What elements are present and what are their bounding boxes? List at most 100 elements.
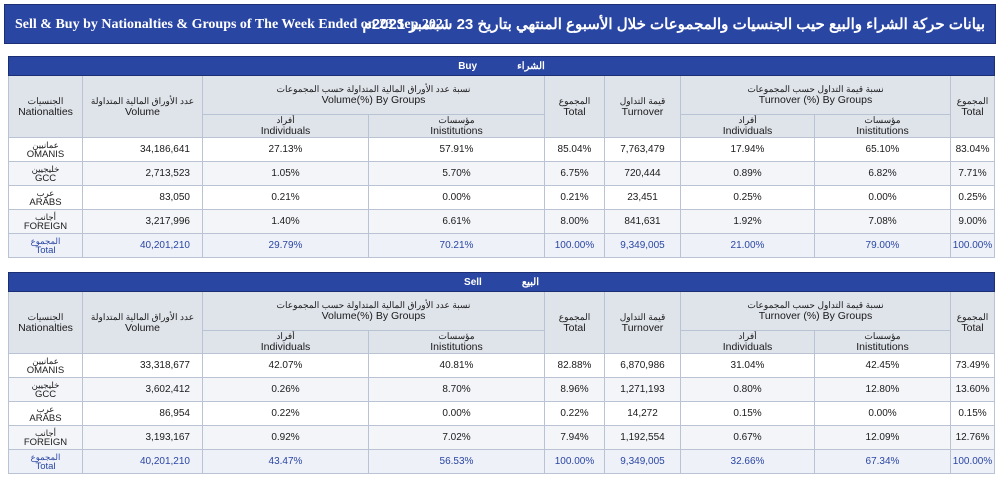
nationality-english: OMANIS — [26, 364, 65, 376]
turnover-individuals-cell: 17.94% — [680, 137, 815, 162]
header-volume-groups: نسبة عدد الأوراق المالية المتداولة حسب ا… — [202, 75, 545, 115]
nationality-arabic: عرب — [36, 403, 55, 414]
volume-individuals-cell: 0.92% — [202, 425, 369, 450]
sell-band: Sell البيع — [7, 272, 996, 292]
header-turnover-total: المجموع Total — [949, 291, 996, 354]
turnover-individuals-cell: 21.00% — [680, 233, 815, 258]
volume-institutions-cell: 7.02% — [368, 425, 545, 450]
report-title-arabic: بيانات حركة الشراء والبيع حيب الجنسيات و… — [362, 16, 985, 33]
header-turnover-individuals: أفراد Individuals — [680, 330, 815, 354]
header-volume-institutions: مؤسسات Inistitutions — [368, 330, 545, 354]
turnover-individuals-cell: 0.25% — [680, 185, 815, 210]
volume-institutions-cell: 6.61% — [368, 209, 545, 234]
nationality-cell: أجانب FOREIGN — [8, 209, 83, 234]
volume-cell: 3,217,996 — [82, 209, 203, 234]
header-volume-total: المجموع Total — [544, 75, 605, 138]
buy-label-english: Buy — [458, 60, 478, 72]
header-volume-groups: نسبة عدد الأوراق المالية المتداولة حسب ا… — [202, 291, 545, 331]
nationality-cell: عمانيين OMANIS — [8, 353, 83, 378]
nationality-arabic: عمانيين — [32, 355, 59, 366]
turnover-institutions-cell: 0.00% — [814, 401, 951, 426]
volume-individuals-cell: 0.26% — [202, 377, 369, 402]
sell-table-body: عمانيين OMANIS 33,318,677 42.07% 40.81% 82.88… — [8, 353, 996, 474]
turnover-cell: 23,451 — [604, 185, 681, 210]
turnover-institutions-cell: 12.09% — [814, 425, 951, 450]
turnover-total-cell: 100.00% — [949, 233, 996, 258]
volume-individuals-cell: 0.21% — [202, 185, 369, 210]
header-volume: عدد الأوراق المالية المتداولة Volume — [82, 291, 203, 354]
sell-table: Sell البيع الجنسيات Nationalties عدد الأور… — [7, 272, 996, 474]
sell-label-english: Sell — [464, 276, 482, 288]
volume-total-cell: 6.75% — [544, 161, 605, 186]
nationality-cell: خليجيين GCC — [8, 377, 83, 402]
turnover-institutions-cell: 79.00% — [814, 233, 951, 258]
volume-total-cell: 82.88% — [544, 353, 605, 378]
buy-section: Buy الشراء الجنسيات Nationalties عدد الأور… — [7, 56, 996, 258]
report-title-english: Sell & Buy by Nationalties & Groups of T… — [15, 17, 450, 32]
turnover-total-cell: 0.25% — [949, 185, 996, 210]
table-row: أجانب FOREIGN 3,217,996 1.40% 6.61% 8.00% 841,… — [8, 209, 996, 234]
header-turnover: قيمة التداول Turnover — [604, 75, 681, 138]
sell-section: Sell البيع الجنسيات Nationalties عدد الأور… — [7, 272, 996, 474]
volume-individuals-cell: 29.79% — [202, 233, 369, 258]
turnover-institutions-cell: 65.10% — [814, 137, 951, 162]
volume-institutions-cell: 70.21% — [368, 233, 545, 258]
nationality-cell: أجانب FOREIGN — [8, 425, 83, 450]
nationality-english: FOREIGN — [23, 220, 68, 232]
header-turnover-groups: نسبة قيمة التداول حسب المجموعات Turnover … — [680, 75, 951, 115]
nationality-english: Total — [35, 244, 56, 256]
turnover-individuals-cell: 0.67% — [680, 425, 815, 450]
header-nationalities: الجنسيات Nationalties — [8, 291, 83, 354]
volume-institutions-cell: 5.70% — [368, 161, 545, 186]
turnover-cell: 720,444 — [604, 161, 681, 186]
nationality-arabic: خليجيين — [31, 379, 60, 390]
nationality-english: ARABS — [29, 196, 62, 208]
report-title-bar: Sell & Buy by Nationalties & Groups of T… — [4, 4, 996, 44]
nationality-arabic: خليجيين — [31, 163, 60, 174]
volume-total-cell: 8.96% — [544, 377, 605, 402]
nationality-cell: خليجيين GCC — [8, 161, 83, 186]
volume-institutions-cell: 57.91% — [368, 137, 545, 162]
turnover-institutions-cell: 42.45% — [814, 353, 951, 378]
volume-cell: 83,050 — [82, 185, 203, 210]
turnover-individuals-cell: 1.92% — [680, 209, 815, 234]
nationality-english: ARABS — [29, 412, 62, 424]
volume-cell: 40,201,210 — [82, 233, 203, 258]
volume-cell: 3,602,412 — [82, 377, 203, 402]
turnover-total-cell: 83.04% — [949, 137, 996, 162]
buy-table-body: عمانيين OMANIS 34,186,641 27.13% 57.91% 85.04… — [8, 137, 996, 258]
header-volume-institutions: مؤسسات Inistitutions — [368, 114, 545, 138]
nationality-english: OMANIS — [26, 148, 65, 160]
turnover-cell: 6,870,986 — [604, 353, 681, 378]
header-turnover-institutions: مؤسسات Inistitutions — [814, 330, 951, 354]
header-volume: عدد الأوراق المالية المتداولة Volume — [82, 75, 203, 138]
buy-band: Buy الشراء — [7, 56, 996, 76]
nationality-cell: المجموع Total — [8, 449, 83, 474]
nationality-english: GCC — [34, 172, 57, 184]
buy-label-arabic: الشراء — [517, 60, 545, 72]
header-nationalities: الجنسيات Nationalties — [8, 75, 83, 138]
turnover-institutions-cell: 0.00% — [814, 185, 951, 210]
table-row: عرب ARABS 83,050 0.21% 0.00% 0.21% 23,451 0.25%… — [8, 185, 996, 210]
nationality-arabic: المجموع — [30, 235, 61, 246]
turnover-total-cell: 100.00% — [949, 449, 996, 474]
volume-individuals-cell: 1.05% — [202, 161, 369, 186]
turnover-total-cell: 13.60% — [949, 377, 996, 402]
turnover-total-cell: 7.71% — [949, 161, 996, 186]
volume-individuals-cell: 0.22% — [202, 401, 369, 426]
buy-header-row: الجنسيات Nationalties عدد الأوراق المالية… — [8, 75, 996, 138]
nationality-arabic: عمانيين — [32, 139, 59, 150]
table-row: عرب ARABS 86,954 0.22% 0.00% 0.22% 14,272 0.15%… — [8, 401, 996, 426]
buy-subheader-row: أفراد Individuals مؤسسات Inistitutions أفر… — [9, 114, 995, 138]
nationality-english: GCC — [34, 388, 57, 400]
volume-institutions-cell: 0.00% — [368, 401, 545, 426]
turnover-institutions-cell: 12.80% — [814, 377, 951, 402]
volume-institutions-cell: 56.53% — [368, 449, 545, 474]
turnover-individuals-cell: 31.04% — [680, 353, 815, 378]
volume-cell: 33,318,677 — [82, 353, 203, 378]
turnover-total-cell: 12.76% — [949, 425, 996, 450]
turnover-cell: 9,349,005 — [604, 449, 681, 474]
turnover-cell: 1,192,554 — [604, 425, 681, 450]
table-row: خليجيين GCC 3,602,412 0.26% 8.70% 8.96% 1,271,… — [8, 377, 996, 402]
turnover-individuals-cell: 0.15% — [680, 401, 815, 426]
